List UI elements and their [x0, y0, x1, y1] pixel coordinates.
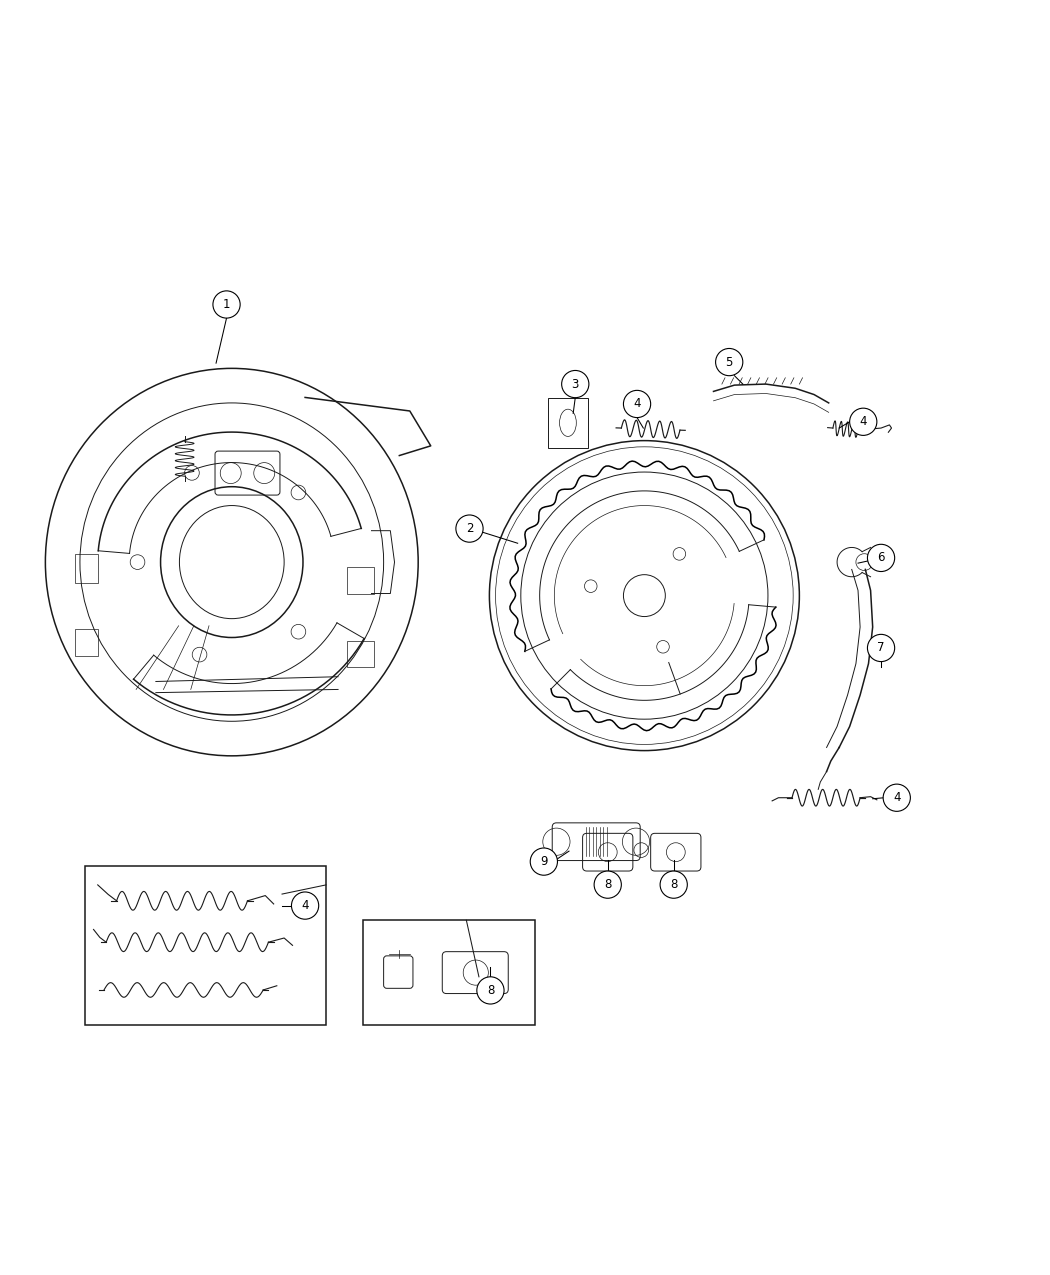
Circle shape: [292, 892, 319, 919]
Text: 5: 5: [726, 356, 733, 368]
Text: 3: 3: [571, 377, 579, 390]
Text: 1: 1: [223, 298, 230, 311]
Bar: [362, 921, 536, 1025]
Text: 4: 4: [301, 899, 309, 912]
Bar: [346, 567, 374, 594]
Circle shape: [624, 390, 651, 418]
Circle shape: [562, 371, 589, 398]
Circle shape: [456, 515, 483, 542]
Bar: [548, 398, 588, 448]
Text: 4: 4: [860, 416, 867, 428]
Text: 2: 2: [466, 521, 474, 536]
Circle shape: [867, 635, 895, 662]
Circle shape: [867, 544, 895, 571]
Text: 8: 8: [670, 878, 677, 891]
Text: 9: 9: [540, 856, 548, 868]
Circle shape: [213, 291, 240, 317]
Text: 4: 4: [633, 398, 640, 411]
Circle shape: [477, 977, 504, 1003]
Text: 4: 4: [892, 792, 901, 805]
Bar: [85, 866, 327, 1025]
Circle shape: [716, 348, 742, 376]
Circle shape: [660, 871, 688, 899]
Bar: [75, 629, 98, 657]
Circle shape: [530, 848, 558, 875]
Circle shape: [594, 871, 622, 899]
Text: 8: 8: [604, 878, 611, 891]
Circle shape: [849, 408, 877, 435]
Bar: [75, 553, 98, 583]
Bar: [346, 640, 374, 667]
Circle shape: [883, 784, 910, 811]
Text: 8: 8: [487, 984, 495, 997]
Text: 7: 7: [878, 641, 885, 654]
Text: 6: 6: [878, 551, 885, 565]
